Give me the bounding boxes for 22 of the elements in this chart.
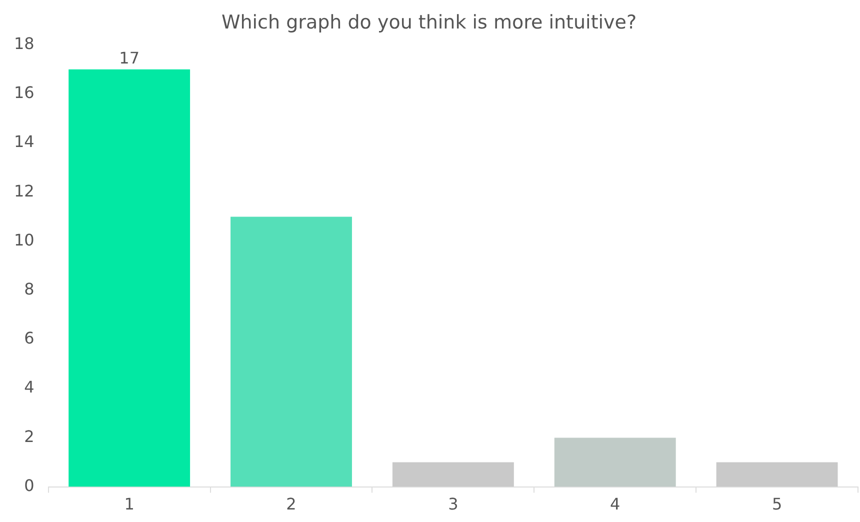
bar bbox=[68, 69, 190, 487]
x-tick-label: 1 bbox=[124, 494, 134, 514]
y-tick-label: 4 bbox=[24, 378, 34, 397]
y-tick-label: 14 bbox=[14, 132, 34, 152]
x-tick-label: 3 bbox=[448, 494, 458, 514]
bar bbox=[716, 462, 838, 487]
bar bbox=[554, 438, 676, 487]
y-tick-label: 2 bbox=[24, 426, 34, 446]
y-tick-label: 8 bbox=[24, 280, 34, 299]
bar bbox=[392, 462, 514, 487]
y-tick-label: 18 bbox=[14, 34, 34, 53]
y-tick-label: 16 bbox=[14, 83, 34, 102]
y-tick-label: 0 bbox=[24, 476, 34, 495]
bar bbox=[230, 216, 352, 487]
x-tick-label: 2 bbox=[286, 494, 296, 514]
data-label: 17 bbox=[119, 48, 140, 68]
y-tick-label: 10 bbox=[14, 230, 34, 250]
y-tick-label: 6 bbox=[24, 328, 34, 348]
x-tick-label: 4 bbox=[610, 494, 620, 514]
x-tick-label: 5 bbox=[772, 494, 782, 514]
y-tick-label: 12 bbox=[14, 181, 34, 200]
chart-title: Which graph do you think is more intuitive? bbox=[221, 11, 637, 34]
